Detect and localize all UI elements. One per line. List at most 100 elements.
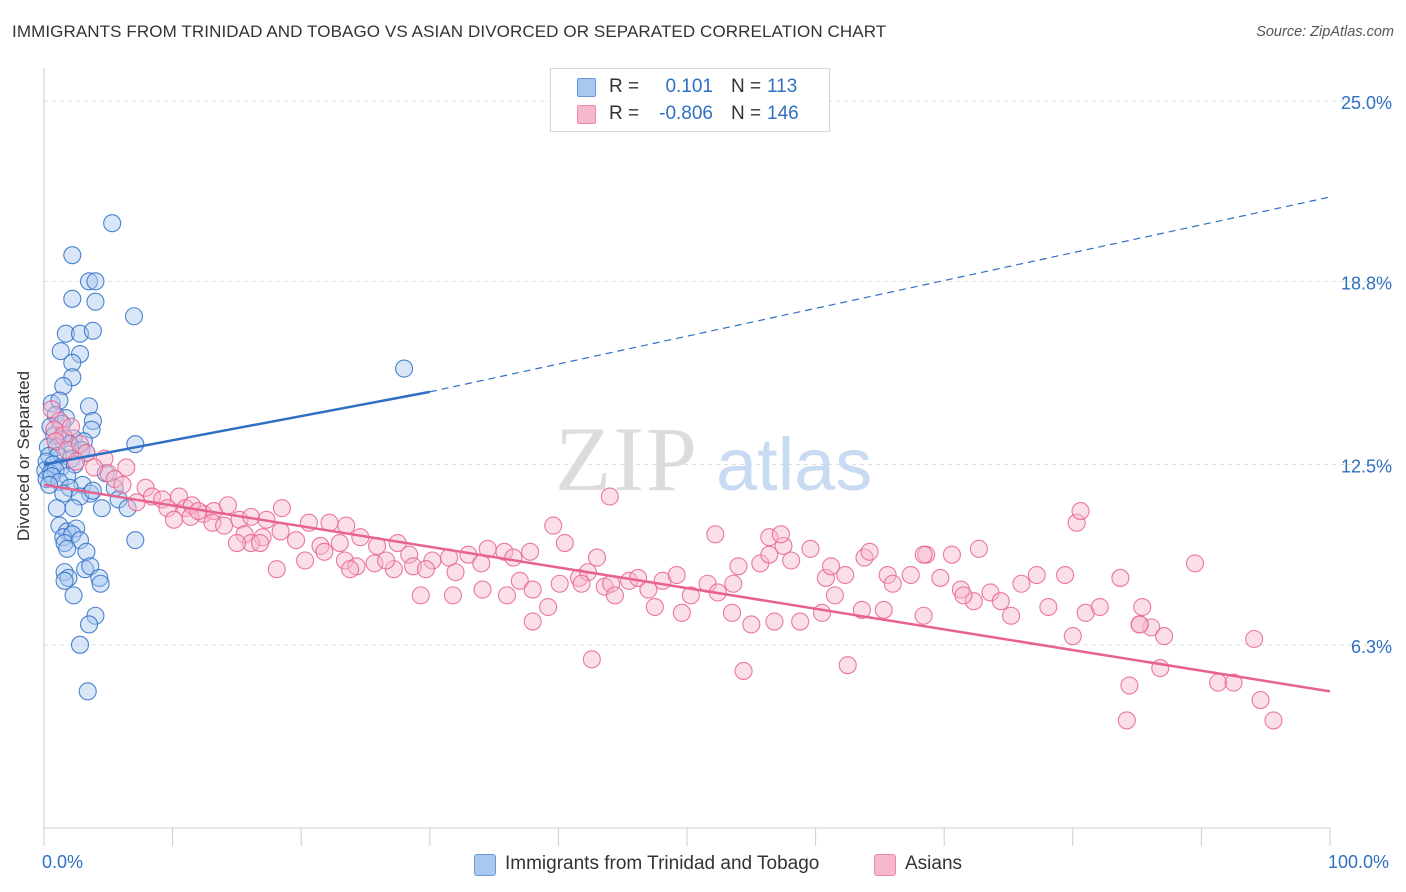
point-asians — [901, 565, 920, 585]
legend-r-label: R = — [609, 76, 640, 97]
trend-line-trinidad-extension — [429, 196, 1331, 393]
point-asians — [271, 522, 290, 541]
point-asians — [335, 551, 354, 570]
bottom-legend-swatch-asians — [874, 854, 896, 876]
point-asians — [771, 525, 790, 544]
point-trinidad — [47, 499, 66, 518]
point-asians — [272, 499, 291, 518]
point-asians — [400, 545, 419, 564]
point-asians — [969, 539, 988, 558]
point-trinidad — [56, 324, 75, 343]
point-asians — [1117, 711, 1136, 730]
point-asians — [85, 458, 104, 477]
point-trinidad — [118, 499, 137, 518]
point-asians — [681, 586, 700, 605]
point-asians — [164, 510, 183, 529]
point-asians — [1224, 673, 1243, 692]
point-trinidad — [78, 682, 97, 701]
point-trinidad — [79, 397, 99, 416]
point-asians — [587, 548, 607, 567]
point-asians — [127, 493, 146, 512]
legend-n-label: N = — [731, 76, 762, 97]
trend-line-trinidad — [43, 390, 431, 466]
point-asians — [473, 580, 492, 599]
point-asians — [472, 554, 491, 573]
point-asians — [1012, 574, 1031, 593]
point-asians — [504, 548, 523, 567]
point-asians — [446, 563, 465, 582]
bottom-legend-label-trinidad: Immigrants from Trinidad and Tobago — [505, 853, 820, 874]
point-asians — [742, 615, 761, 634]
point-asians — [791, 612, 810, 631]
point-trinidad — [126, 435, 145, 454]
gridlines — [44, 100, 1392, 646]
point-trinidad — [54, 376, 73, 396]
point-asians — [365, 554, 384, 573]
point-trinidad — [90, 568, 109, 587]
point-asians — [1039, 597, 1058, 617]
point-asians — [117, 458, 136, 477]
legend-row-trinidad: R = 0.101 N = 113 — [551, 73, 829, 101]
chart-source: Source: ZipAtlas.com — [1256, 24, 1394, 40]
point-trinidad — [58, 539, 77, 558]
point-trinidad — [63, 246, 82, 265]
chart-title: IMMIGRANTS FROM TRINIDAD AND TOBAGO VS A… — [12, 22, 887, 41]
point-asians — [1067, 513, 1086, 532]
point-asians — [521, 542, 540, 561]
point-asians — [203, 513, 222, 532]
point-asians — [734, 661, 753, 681]
point-asians — [954, 586, 973, 605]
point-asians — [1063, 627, 1082, 646]
y-tick-label: 6.3% — [1351, 637, 1392, 657]
point-asians — [250, 533, 270, 553]
point-asians — [1185, 554, 1205, 573]
point-asians — [1251, 691, 1270, 710]
point-asians — [931, 568, 950, 587]
point-asians — [218, 496, 237, 515]
point-asians — [722, 603, 742, 622]
point-asians — [582, 650, 601, 669]
point-asians — [774, 536, 793, 556]
point-asians — [330, 533, 349, 553]
point-asians — [883, 574, 902, 593]
point-asians — [991, 592, 1010, 611]
point-asians — [729, 557, 748, 576]
point-asians — [782, 551, 801, 570]
legend-r-value: 0.101 — [665, 76, 713, 97]
point-asians — [1130, 615, 1149, 634]
point-asians — [67, 452, 86, 471]
point-asians — [706, 525, 725, 544]
trend-lines — [43, 196, 1331, 693]
point-asians — [1002, 606, 1021, 625]
point-trinidad — [64, 586, 83, 605]
x-tick-left: 0.0% — [42, 852, 84, 872]
point-asians — [550, 574, 569, 593]
point-asians — [50, 411, 69, 430]
point-asians — [287, 531, 306, 550]
point-trinidad — [79, 272, 99, 291]
point-trinidad — [51, 342, 70, 361]
legend-r-value: -0.806 — [659, 103, 713, 124]
point-asians — [765, 612, 784, 631]
legend-swatch-trinidad — [577, 78, 596, 97]
point-asians — [1142, 618, 1161, 637]
y-tick-label: 25.0% — [1341, 93, 1392, 113]
point-asians — [724, 574, 743, 593]
point-asians — [801, 539, 820, 558]
point-asians — [169, 487, 189, 506]
point-asians — [416, 560, 435, 579]
point-asians — [1120, 676, 1139, 695]
point-asians — [315, 542, 334, 561]
point-asians — [821, 557, 841, 576]
point-asians — [523, 612, 542, 631]
point-asians — [914, 606, 933, 625]
point-asians — [1155, 627, 1174, 646]
point-asians — [555, 533, 574, 553]
point-asians — [816, 568, 835, 587]
trend-line-asians — [43, 483, 1331, 693]
point-trinidad — [70, 635, 90, 654]
y-tick-label: 18.8% — [1341, 273, 1392, 293]
point-trinidad — [63, 353, 82, 372]
point-asians — [825, 586, 844, 605]
